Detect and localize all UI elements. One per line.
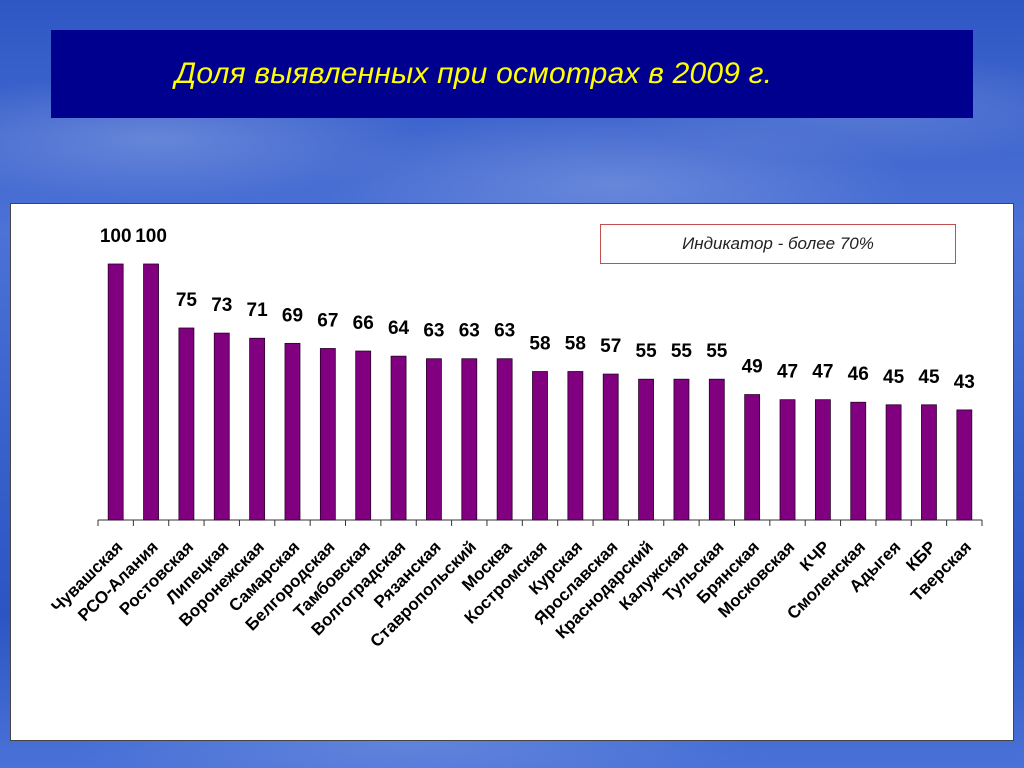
data-label: 45	[918, 367, 940, 388]
bar	[426, 358, 442, 521]
data-label: 64	[388, 318, 410, 339]
bar	[532, 371, 548, 521]
title-banner: Доля выявленных при осмотрах в 2009 г.	[51, 30, 973, 118]
data-label: 66	[353, 313, 374, 334]
bar	[779, 399, 796, 521]
bar	[143, 263, 159, 521]
data-label: 63	[459, 321, 480, 342]
bar	[850, 401, 867, 521]
data-label: 55	[706, 341, 728, 362]
bar	[567, 371, 584, 521]
data-label: 43	[954, 372, 975, 393]
data-label: 55	[671, 341, 693, 362]
data-label: 67	[317, 310, 338, 331]
bar	[319, 348, 336, 521]
bar	[956, 409, 973, 521]
bar	[744, 394, 761, 521]
bar	[496, 358, 513, 521]
bar	[178, 327, 195, 521]
bar	[461, 358, 478, 521]
bar	[355, 350, 372, 521]
data-label: 100	[135, 226, 167, 247]
data-label: 71	[247, 300, 269, 321]
bar	[814, 399, 831, 521]
data-label: 69	[282, 305, 303, 326]
indicator-text: Индикатор - более 70%	[682, 234, 874, 253]
data-label: 47	[812, 362, 833, 383]
bar	[249, 337, 266, 521]
data-label: 100	[100, 226, 132, 247]
data-label: 63	[423, 321, 444, 342]
slide-title: Доля выявленных при осмотрах в 2009 г.	[175, 57, 773, 90]
bar	[602, 373, 619, 521]
bar	[213, 332, 230, 521]
data-label: 58	[529, 334, 550, 355]
data-label: 55	[636, 341, 658, 362]
bar	[885, 404, 902, 521]
bar	[708, 378, 725, 521]
bar	[390, 355, 407, 521]
bar	[638, 378, 654, 521]
bar	[107, 263, 124, 521]
data-label: 49	[742, 357, 763, 378]
bar	[284, 342, 301, 521]
data-label: 57	[600, 336, 621, 357]
data-label: 75	[176, 290, 198, 311]
data-label: 73	[211, 295, 232, 316]
bar	[673, 378, 690, 521]
data-label: 46	[848, 364, 869, 385]
data-label: 47	[777, 362, 798, 383]
indicator-box: Индикатор - более 70%	[600, 224, 956, 264]
bar	[921, 404, 937, 521]
data-label: 63	[494, 321, 515, 342]
data-label: 45	[883, 367, 905, 388]
data-label: 58	[565, 334, 586, 355]
